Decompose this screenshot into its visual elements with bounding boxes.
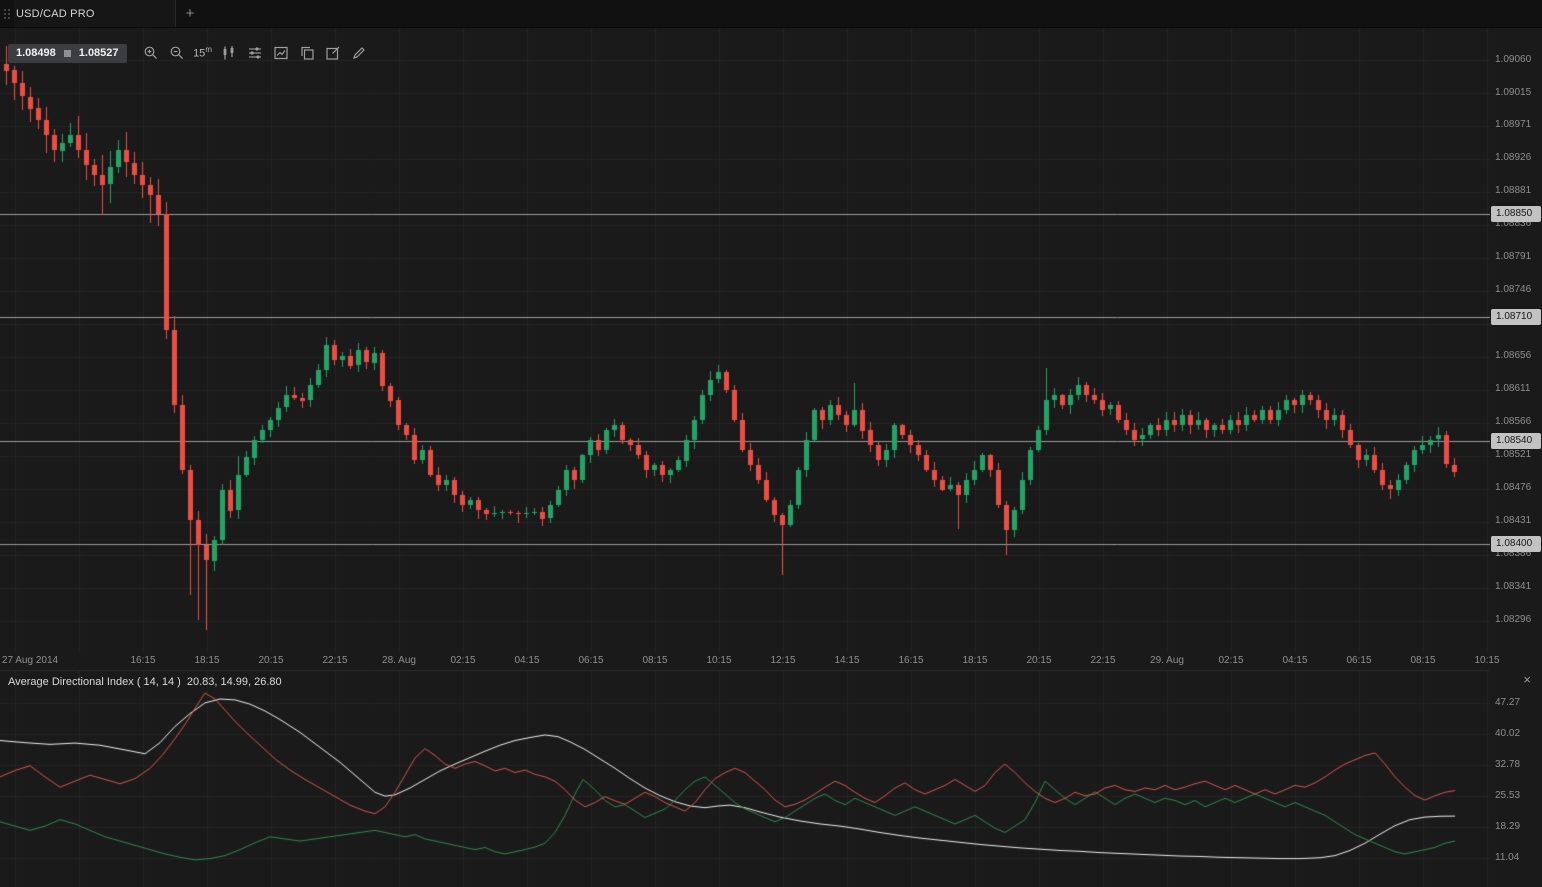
duplicate-button[interactable] <box>295 43 319 63</box>
chart-style-button[interactable] <box>269 43 293 63</box>
timeframe-button[interactable]: 15m <box>191 43 215 63</box>
time-tick-label: 02:15 <box>1218 655 1244 666</box>
main-chart-panel: 1.08498 1.08527 15m <box>0 28 1542 652</box>
indicator-tick-label: 11.04 <box>1495 852 1520 863</box>
indicator-tick-label: 47.27 <box>1495 697 1521 708</box>
adx-chart-canvas[interactable] <box>0 670 1490 887</box>
draw-button[interactable] <box>347 43 371 63</box>
spread-marker-icon <box>63 49 71 57</box>
price-tick-label: 1.08971 <box>1495 119 1532 130</box>
indicator-tick-label: 18.29 <box>1495 821 1521 832</box>
time-tick-label: 20:15 <box>258 655 284 666</box>
chart-toolbar: 1.08498 1.08527 15m <box>8 43 371 63</box>
price-tick-label: 1.08521 <box>1495 449 1532 460</box>
price-tick-label: 1.08791 <box>1495 251 1532 262</box>
price-tick-label: 1.08656 <box>1495 350 1532 361</box>
ask-price[interactable]: 1.08527 <box>78 47 119 59</box>
price-level-badge[interactable]: 1.08850 <box>1491 206 1541 222</box>
time-tick-label: 08:15 <box>642 655 668 666</box>
time-tick-label: 22:15 <box>1090 655 1116 666</box>
adx-indicator-panel: Average Directional Index ( 14, 14 ) 20.… <box>0 670 1542 887</box>
price-tick-label: 1.08746 <box>1495 284 1532 295</box>
time-tick-label: 14:15 <box>834 655 860 666</box>
annotate-button[interactable] <box>321 43 345 63</box>
time-tick-label: 04:15 <box>1282 655 1308 666</box>
time-tick-label: 02:15 <box>450 655 476 666</box>
indicator-tick-label: 25.53 <box>1495 790 1521 801</box>
indicators-button[interactable] <box>243 43 267 63</box>
time-axis: 27 Aug 2014 16:15 18:15 20:15 22:15 28. Aug 02… <box>0 652 1542 670</box>
time-tick-label: 16:15 <box>130 655 156 666</box>
price-tick-label: 1.08386 <box>1495 548 1532 559</box>
time-tick-label: 04:15 <box>514 655 540 666</box>
time-tick-label: 27 Aug 2014 <box>1 655 59 666</box>
price-tick-label: 1.09015 <box>1495 87 1532 98</box>
price-tick-label: 1.08611 <box>1495 383 1531 394</box>
time-tick-label: 08:15 <box>1410 655 1436 666</box>
candlestick-chart-canvas[interactable] <box>0 28 1490 652</box>
time-tick-label: 10:15 <box>1474 655 1500 666</box>
time-tick-label: 29. Aug <box>1150 655 1184 666</box>
chart-type-button[interactable] <box>217 43 241 63</box>
price-tick-label: 1.08926 <box>1495 152 1532 163</box>
price-axis: 1.09060 1.09015 1.08971 1.08926 1.08881 1.088… <box>1490 28 1542 652</box>
price-tick-label: 1.08566 <box>1495 416 1532 427</box>
zoom-out-button[interactable] <box>165 43 189 63</box>
price-tick-label: 1.08476 <box>1495 482 1532 493</box>
time-tick-label: 22:15 <box>322 655 348 666</box>
tab-bar: USD/CAD PRO + <box>0 0 1542 28</box>
close-indicator-button[interactable]: × <box>1523 672 1531 687</box>
time-tick-label: 12:15 <box>770 655 796 666</box>
zoom-in-button[interactable] <box>139 43 163 63</box>
indicator-header: Average Directional Index ( 14, 14 ) 20.… <box>8 676 282 688</box>
indicator-axis: 47.27 40.02 32.78 25.53 18.29 11.04 <box>1490 670 1542 887</box>
time-tick-label: 28. Aug <box>382 655 416 666</box>
price-level-badge[interactable]: 1.08540 <box>1491 433 1541 449</box>
window-grip-icon[interactable] <box>0 0 14 27</box>
tab-label: USD/CAD PRO <box>16 7 95 20</box>
time-tick-label: 18:15 <box>962 655 988 666</box>
indicator-values: 20.83, 14.99, 26.80 <box>186 676 282 688</box>
price-tick-label: 1.08881 <box>1495 185 1532 196</box>
price-tick-label: 1.09060 <box>1495 54 1532 65</box>
time-tick-label: 06:15 <box>578 655 604 666</box>
time-tick-label: 06:15 <box>1346 655 1372 666</box>
time-tick-label: 10:15 <box>706 655 732 666</box>
indicator-tick-label: 40.02 <box>1495 728 1521 739</box>
indicator-tick-label: 32.78 <box>1495 759 1521 770</box>
new-tab-button[interactable]: + <box>176 0 204 27</box>
time-tick-label: 20:15 <box>1026 655 1052 666</box>
price-tick-label: 1.08836 <box>1495 218 1532 229</box>
price-level-badge[interactable]: 1.08710 <box>1491 309 1541 325</box>
bid-price[interactable]: 1.08498 <box>16 47 56 59</box>
time-tick-label: 16:15 <box>898 655 924 666</box>
indicator-title: Average Directional Index ( 14, 14 ) <box>8 676 181 688</box>
price-tick-label: 1.08341 <box>1495 581 1532 592</box>
tab-divider <box>175 0 176 27</box>
time-tick-label: 18:15 <box>194 655 220 666</box>
timeframe-label: 15m <box>193 45 212 60</box>
price-tick-label: 1.08431 <box>1495 515 1532 526</box>
quote-box[interactable]: 1.08498 1.08527 <box>8 43 127 63</box>
price-level-badge[interactable]: 1.08400 <box>1491 536 1541 552</box>
price-tick-label: 1.08296 <box>1495 614 1532 625</box>
tab-usdcad-pro[interactable]: USD/CAD PRO <box>14 0 175 27</box>
